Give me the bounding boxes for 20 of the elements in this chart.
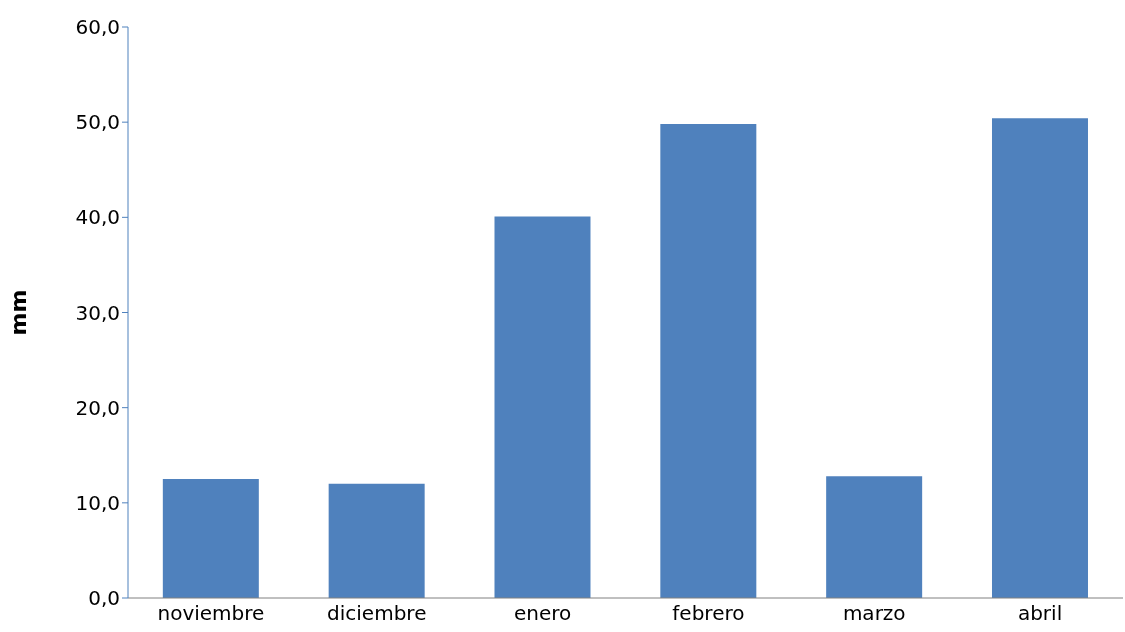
bar [494, 216, 591, 598]
bar [660, 124, 757, 598]
x-tick-label: diciembre [327, 601, 427, 626]
bar [162, 479, 259, 598]
x-tick-label: febrero [672, 601, 745, 626]
bar [991, 118, 1088, 598]
y-tick-label: 0,0 [88, 586, 120, 611]
bar [826, 476, 923, 598]
y-tick-label: 40,0 [75, 205, 120, 230]
y-tick-label: 60,0 [75, 15, 120, 40]
y-tick-label: 20,0 [75, 395, 120, 420]
y-tick-label: 10,0 [75, 490, 120, 515]
x-tick-label: abril [1017, 601, 1063, 626]
y-tick-label: 50,0 [75, 110, 120, 135]
bar [328, 483, 425, 598]
x-tick-label: marzo [842, 601, 906, 626]
y-axis-title: mm [5, 289, 31, 336]
x-tick-label: enero [513, 601, 572, 626]
y-tick-label: 30,0 [75, 300, 120, 325]
x-tick-label: noviembre [157, 601, 265, 626]
